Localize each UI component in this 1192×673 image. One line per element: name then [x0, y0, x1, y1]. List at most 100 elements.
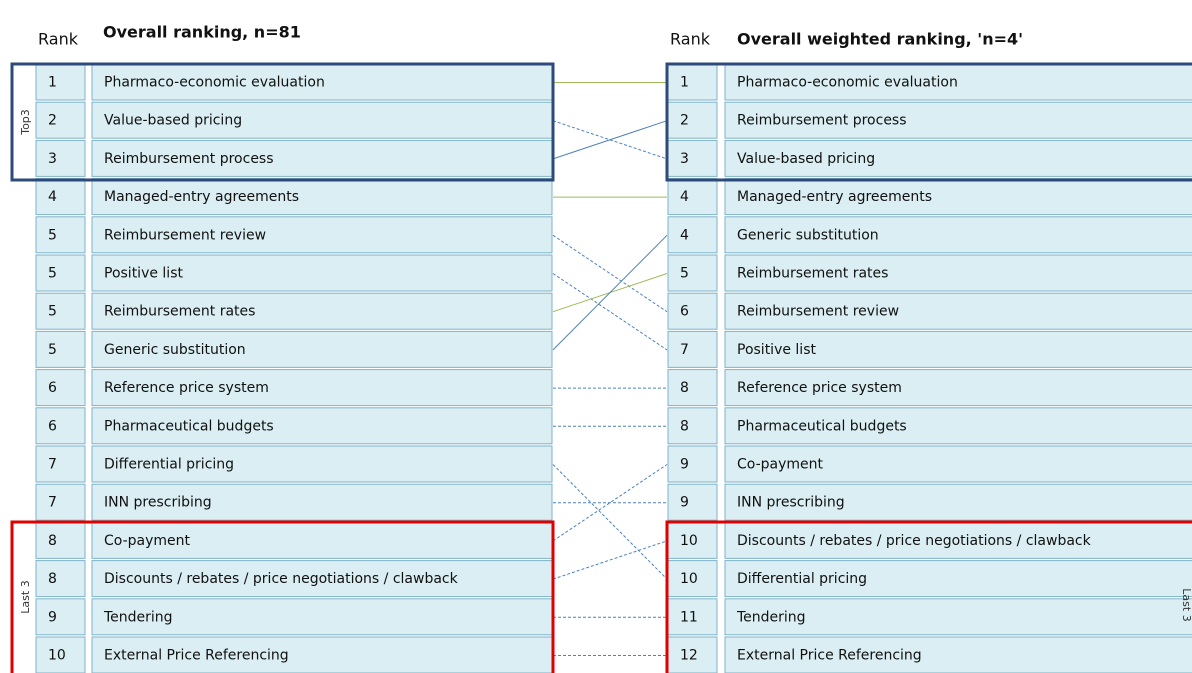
connector	[552, 464, 668, 542]
item: Tendering	[736, 609, 806, 625]
rank-cell	[667, 178, 718, 216]
rank-cell	[35, 101, 86, 139]
rank-cell	[35, 254, 86, 292]
label-cell	[91, 254, 553, 292]
rank: 8	[48, 571, 57, 587]
rank: 9	[680, 495, 689, 511]
rank-cell	[667, 292, 718, 330]
rank: 7	[48, 457, 57, 473]
rank: 4	[680, 227, 689, 243]
rank-cell	[35, 407, 86, 445]
label-cell	[724, 216, 1192, 254]
label-cell	[91, 330, 553, 368]
rank: 9	[48, 609, 57, 625]
item: Differential pricing	[104, 457, 234, 473]
rank-cell	[35, 483, 86, 521]
top-box	[665, 62, 1192, 182]
rank: 8	[680, 418, 689, 434]
rank: 5	[48, 266, 57, 282]
label-cell	[91, 369, 553, 407]
item: Positive list	[104, 266, 183, 282]
rank: 2	[48, 113, 57, 129]
item: Reimbursement review	[737, 304, 899, 320]
label-cell	[91, 178, 553, 216]
rank-cell	[35, 63, 86, 101]
rank: 8	[48, 533, 57, 549]
connector	[552, 464, 668, 580]
item: Reimbursement rates	[104, 304, 255, 320]
rank-cell	[667, 330, 718, 368]
label-cell	[91, 407, 553, 445]
rank-cell	[667, 139, 718, 177]
label-cell	[91, 139, 553, 177]
rank: 6	[48, 380, 57, 396]
rank-header: Rank	[38, 30, 79, 49]
group-label: Last 3	[1180, 588, 1192, 621]
rank-cell	[667, 63, 718, 101]
item: Pharmaco-economic evaluation	[737, 75, 958, 91]
label-cell	[724, 521, 1192, 559]
rank-cell	[667, 636, 718, 673]
item: Reference price system	[104, 380, 269, 396]
item: External Price Referencing	[104, 648, 289, 664]
label-cell	[724, 483, 1192, 521]
rank-cell	[35, 521, 86, 559]
label-cell	[724, 560, 1192, 598]
rank: 1	[48, 75, 57, 91]
item: External Price Referencing	[737, 648, 922, 664]
item: Pharmaceutical budgets	[737, 418, 907, 434]
item: Discounts / rebates / price negotiations…	[737, 533, 1092, 549]
rank-cell	[667, 483, 718, 521]
rank-cell	[35, 292, 86, 330]
rank-cell	[35, 369, 86, 407]
rank-cell	[35, 139, 86, 177]
item: Managed-entry agreements	[737, 189, 932, 205]
label-cell	[91, 483, 553, 521]
item: Co-payment	[737, 457, 824, 473]
item: Managed-entry agreements	[104, 189, 299, 205]
rank-header: Rank	[670, 30, 711, 49]
rank-cell	[35, 216, 86, 254]
rank: 8	[680, 380, 689, 396]
label-cell	[724, 330, 1192, 368]
label-cell	[724, 292, 1192, 330]
rank-cell	[35, 178, 86, 216]
bottom-box	[665, 520, 1192, 673]
label-cell	[724, 63, 1192, 101]
title: Overall ranking, n=81	[103, 23, 301, 42]
item: Reimbursement process	[104, 151, 274, 167]
item: Reimbursement review	[104, 227, 266, 243]
item: Differential pricing	[737, 571, 867, 587]
label-cell	[91, 445, 553, 483]
rank: 5	[48, 227, 57, 243]
connector	[552, 120, 668, 160]
rank: 11	[680, 609, 698, 625]
rank: 10	[48, 648, 66, 664]
item: Positive list	[737, 342, 816, 358]
rank: 9	[680, 457, 689, 473]
connector	[552, 234, 668, 313]
rank: 4	[48, 189, 57, 205]
rank: 10	[680, 533, 698, 549]
item: INN prescribing	[104, 495, 212, 511]
rank-cell	[35, 636, 86, 673]
label-cell	[91, 216, 553, 254]
rank: 3	[48, 151, 57, 167]
connector	[552, 540, 668, 580]
item: Generic substitution	[737, 227, 879, 243]
rank: 5	[48, 304, 57, 320]
label-cell	[91, 521, 553, 559]
rank-cell	[667, 521, 718, 559]
rank-cell	[667, 445, 718, 483]
item: Co-payment	[104, 533, 191, 549]
item: Reimbursement process	[737, 113, 907, 129]
rank: 7	[680, 342, 689, 358]
label-cell	[724, 636, 1192, 673]
rank: 4	[680, 189, 689, 205]
item: Value-based pricing	[737, 151, 875, 167]
item: Reference price system	[737, 380, 902, 396]
item: INN prescribing	[737, 495, 845, 511]
label-cell	[91, 560, 553, 598]
item: Discounts / rebates / price negotiations…	[104, 571, 459, 587]
label-cell	[724, 598, 1192, 636]
